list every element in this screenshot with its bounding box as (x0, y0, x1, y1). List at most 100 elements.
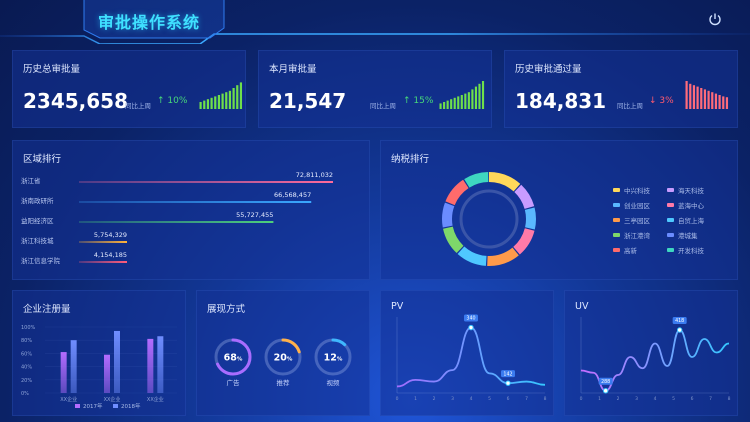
kpi-mini-bar (457, 96, 460, 109)
arrow-up-icon: ↑ (157, 96, 165, 106)
legend-label: 港城集 (678, 231, 698, 240)
region-bar (79, 181, 333, 183)
legend-swatch (667, 233, 674, 237)
legend-label: 开发科技 (678, 246, 705, 255)
legend-label: 浙江港湾 (624, 231, 651, 240)
kpi-compare-label: 同比上周 (617, 102, 643, 110)
x-tick-label: 1 (414, 396, 417, 402)
legend-swatch (613, 233, 620, 237)
ring-value: 20% (274, 353, 293, 364)
y-tick-label: 40% (21, 365, 32, 371)
enterprise-bar (104, 354, 110, 393)
kpi-change-value: 15% (413, 96, 434, 106)
kpi-value: 2345,658 (23, 89, 129, 113)
pv-panel: PV 0 1 2 3 4 5 6 7 8 340 142 (380, 290, 554, 416)
kpi-mini-bar (703, 89, 707, 109)
arrow-down-icon: ↓ (649, 96, 657, 106)
region-label: 浙江科技城 (21, 236, 54, 245)
x-tick-label: 3 (451, 396, 454, 402)
power-icon[interactable] (708, 12, 722, 26)
kpi-mini-bar (707, 90, 710, 109)
kpi-mini-bar (481, 81, 485, 109)
x-tick-label: 4 (470, 396, 473, 402)
ring-value: 68% (224, 353, 243, 364)
region-value: 55,727,455 (236, 211, 273, 219)
kpi-mini-bar (203, 100, 206, 109)
donut-inner-ring (459, 189, 519, 249)
annotation-badge (501, 370, 515, 378)
legend-swatch (667, 203, 674, 207)
kpi-compare-label: 同比上周 (125, 102, 151, 110)
kpi-card-month: 本月审批量 21,547 同比上周 ↑ 15% (258, 50, 492, 128)
point-marker (602, 388, 609, 394)
kpi-change: ↑ 10% (157, 96, 187, 106)
point-marker (468, 324, 474, 331)
legend-swatch (613, 248, 620, 252)
panel-title: 展现方式 (207, 304, 246, 315)
x-tick-label: 7 (525, 396, 528, 402)
region-bar (79, 221, 274, 223)
kpi-mini-bar (478, 83, 481, 109)
kpi-mini-bar (474, 86, 478, 109)
x-tick-label: 6 (507, 396, 510, 402)
x-tick-label: 5 (488, 396, 491, 402)
panel-title: 企业注册量 (23, 304, 71, 315)
annotation-badge (464, 314, 478, 322)
kpi-mini-bar (236, 85, 239, 109)
legend-swatch (613, 203, 620, 207)
display-rings: 68% 广告 20% 推荐 12% 视频 (214, 338, 352, 387)
legend-swatch (613, 188, 620, 192)
kpi-mini-bar (467, 92, 470, 109)
legend-swatch (667, 218, 674, 222)
y-tick-label: 0% (21, 391, 29, 397)
tax-ranking-panel: 纳税排行 中兴科技 海天科技 创业园区 蓝海中心 三亭园区 自贸上海 浙江港湾 港城集 高新 开发… (380, 140, 738, 280)
region-label: 浙南政研所 (21, 196, 54, 205)
enterprise-bar (60, 352, 67, 393)
enterprise-bar (147, 338, 154, 393)
ring-progress (214, 338, 252, 376)
ring-label: 视频 (327, 378, 341, 387)
y-tick-label: 100% (21, 325, 36, 331)
arrow-up-icon: ↑ (403, 96, 411, 106)
legend-label: 海天科技 (678, 186, 705, 195)
ring-label: 推荐 (277, 378, 291, 387)
region-value: 72,811,032 (296, 171, 333, 179)
point-marker (505, 380, 511, 386)
ring-unit: % (237, 357, 243, 363)
header-bar: 审批操作系统 (0, 0, 750, 45)
legend-swatch (613, 218, 620, 222)
x-tick-label: 8 (544, 396, 547, 402)
region-label: 浙江信息学院 (21, 256, 61, 265)
kpi-title: 历史总审批量 (23, 64, 81, 75)
ring-progress (264, 338, 302, 376)
enterprise-bar (157, 336, 164, 393)
kpi-mini-bar (228, 90, 232, 109)
kpi-change-value: 10% (167, 96, 188, 106)
region-value: 5,754,329 (94, 231, 127, 239)
page-title: 审批操作系统 (98, 13, 201, 32)
kpi-mini-bar (718, 95, 721, 109)
legend-label: 高新 (624, 246, 638, 255)
x-tick-label: 0 (396, 396, 399, 402)
kpi-mini-bar (453, 97, 456, 109)
annotation-badge (598, 377, 613, 385)
x-tick-label: 2 (617, 396, 620, 402)
kpi-mini-bar (696, 86, 699, 109)
kpi-mini-bar (464, 93, 467, 109)
kpi-mini-bar (225, 92, 228, 109)
kpi-mini-bars (685, 81, 729, 109)
kpi-mini-bar (199, 102, 202, 109)
point-marker (676, 327, 683, 333)
x-tick-label: 8 (728, 396, 731, 402)
kpi-change-value: 3% (659, 96, 674, 106)
legend-swatch (75, 404, 80, 408)
legend-label: 2017年 (83, 402, 103, 410)
kpi-mini-bar (214, 96, 217, 109)
enterprise-panel: 企业注册量 100% 80% 60% 40% 20% 0% XX企业 XX企业 XX企业 2017… (12, 290, 186, 416)
kpi-mini-bar (700, 88, 703, 109)
region-ranking-panel: 区域排行 浙江省 72,811,032 浙南政研所 66,568,457 益阳经济区 55… (12, 140, 370, 280)
kpi-title: 本月审批量 (269, 64, 317, 75)
pv-line-chart: 0 1 2 3 4 5 6 7 8 340 142 (396, 314, 547, 402)
kpi-mini-bar (722, 96, 725, 109)
kpi-mini-bar (689, 83, 692, 109)
